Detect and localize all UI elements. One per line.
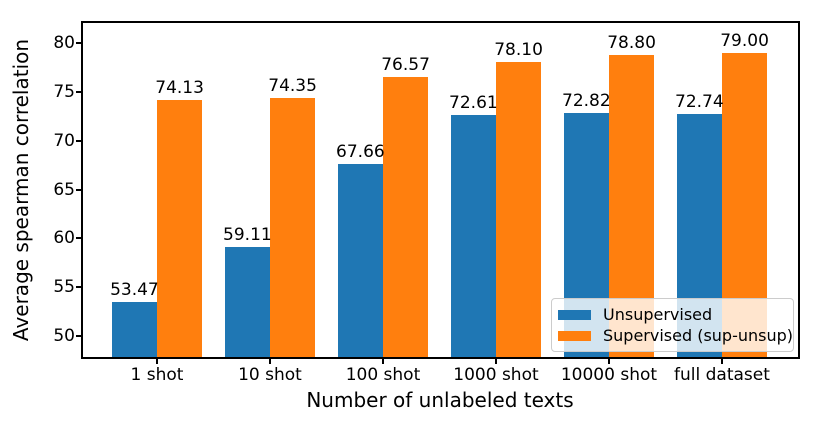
x-tick [156, 357, 158, 364]
bar-value-label: 72.61 [449, 93, 498, 114]
y-tick-label: 55 [53, 277, 75, 298]
x-tick-label-1000-shot: 1000 shot [453, 365, 539, 385]
y-tick [76, 286, 83, 289]
bar-supervised-sup-unsup-100-shot [382, 76, 429, 357]
legend-entry-unsupervised: Unsupervised [558, 304, 793, 325]
y-tick-label: 65 [53, 179, 75, 200]
x-tick-label-1-shot: 1 shot [130, 365, 184, 385]
bar-value-label: 74.35 [268, 76, 317, 97]
bar-supervised-sup-unsup-1000-shot [495, 61, 542, 357]
bar-supervised-sup-unsup-10-shot [269, 98, 316, 357]
x-tick [268, 357, 271, 364]
x-tick [607, 357, 610, 364]
bar-value-label: 78.80 [607, 32, 656, 53]
y-tick [76, 237, 83, 240]
bar-value-label: 76.57 [381, 54, 430, 75]
x-tick-label-10-shot: 10 shot [238, 365, 302, 385]
bar-value-label: 72.74 [675, 91, 724, 112]
bar-value-label: 67.66 [336, 141, 385, 162]
bar-supervised-sup-unsup-1-shot [157, 100, 203, 357]
x-tick [381, 357, 384, 364]
y-tick-label: 50 [53, 326, 75, 346]
legend-entry-supervised-sup-unsup: Supervised (sup-unsup) [558, 325, 793, 346]
y-tick [76, 90, 83, 93]
legend-label-supervised-sup-unsup: Supervised (sup-unsup) [603, 325, 794, 345]
y-tick [76, 188, 83, 191]
legend-label-unsupervised: Unsupervised [603, 304, 713, 324]
y-tick-label: 80 [53, 33, 75, 54]
bar-value-label: 59.11 [223, 225, 272, 246]
bar-unsupervised-100-shot [337, 163, 383, 357]
legend: Unsupervised Supervised (sup-unsup) [551, 298, 794, 352]
x-tick-label-full-dataset: full dataset [674, 365, 770, 385]
y-tick-label: 60 [53, 228, 75, 249]
legend-swatch-supervised-sup-unsup [558, 330, 591, 341]
bar-value-label: 79.00 [720, 30, 769, 51]
x-tick [720, 357, 723, 364]
bar-value-label: 72.82 [562, 91, 611, 112]
x-tick-label-100-shot: 100 shot [345, 365, 421, 385]
x-tick-label-10000-shot: 10000 shot [560, 365, 658, 385]
bar-value-label: 53.47 [110, 280, 159, 301]
bar-value-label: 74.13 [155, 78, 204, 99]
y-tick [76, 335, 83, 337]
bar-value-label: 78.10 [494, 39, 543, 60]
bar-unsupervised-1000-shot [450, 115, 496, 357]
x-tick [494, 357, 497, 364]
y-tick-label: 75 [53, 81, 75, 102]
bar-unsupervised-10-shot [224, 247, 270, 357]
x-axis-label: Number of unlabeled texts [306, 388, 574, 412]
bar-unsupervised-1-shot [111, 302, 157, 357]
legend-swatch-unsupervised [558, 309, 591, 320]
y-tick [76, 139, 83, 142]
y-tick [76, 42, 83, 45]
y-tick-label: 70 [53, 130, 75, 151]
